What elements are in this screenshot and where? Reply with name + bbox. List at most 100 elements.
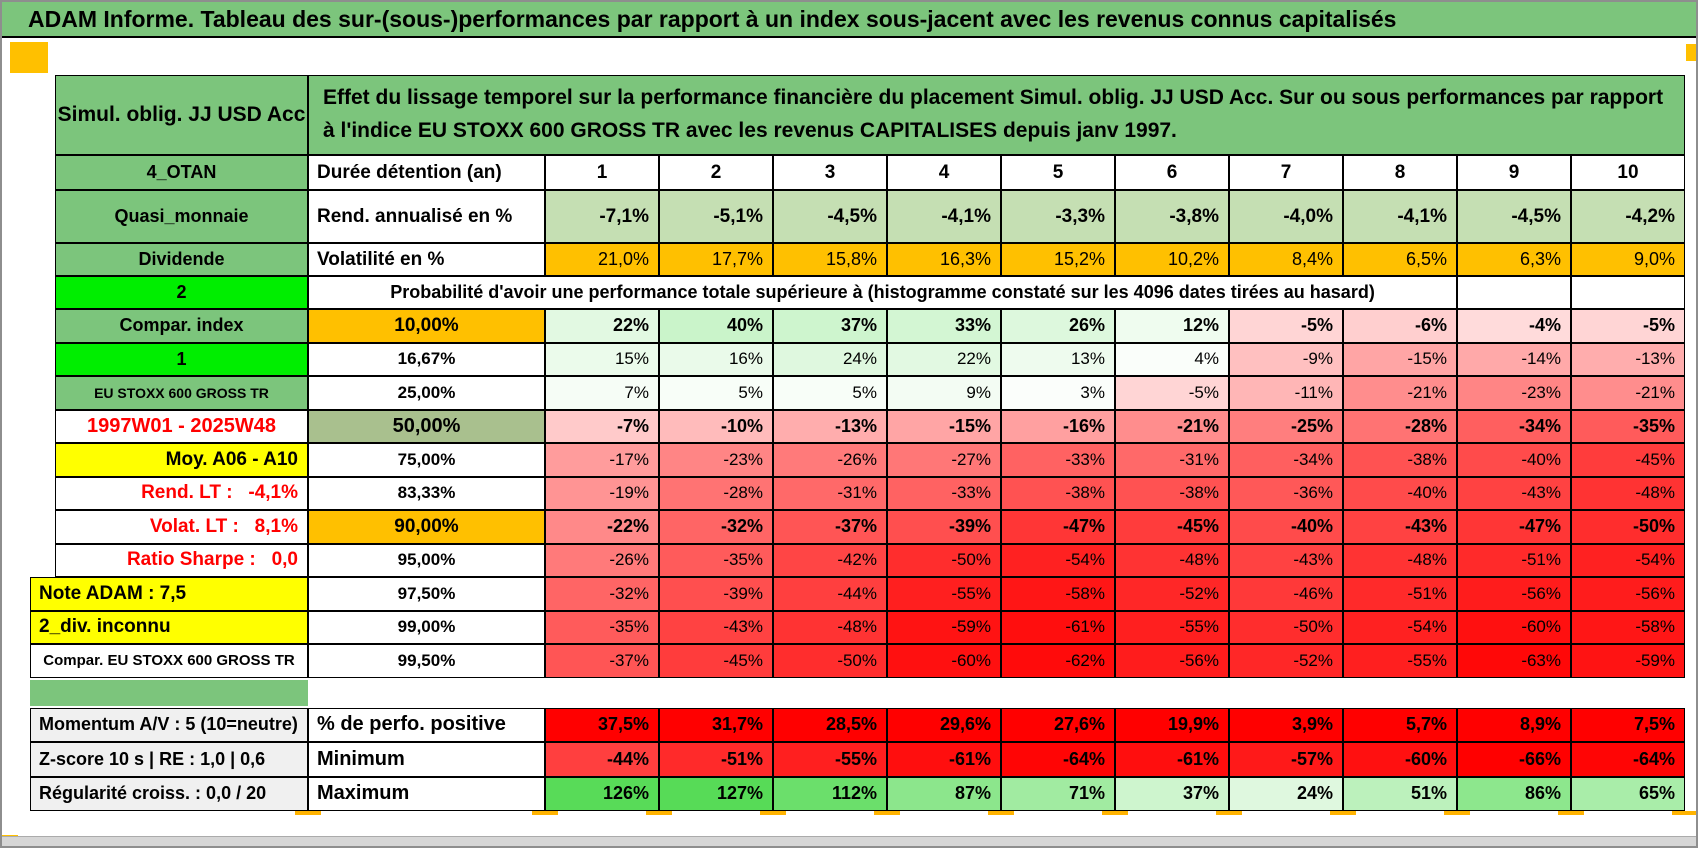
description-cell[interactable]: Effet du lissage temporel sur la perform…	[308, 75, 1685, 155]
matrix-row-label[interactable]: Compar. EU STOXX 600 GROSS TR	[30, 644, 308, 678]
summary-value-cell[interactable]: -44%	[545, 742, 659, 777]
matrix-value-cell[interactable]: -43%	[659, 610, 773, 644]
column-header[interactable]: 2	[659, 155, 773, 190]
summary-value-cell[interactable]: 29,6%	[887, 707, 1001, 742]
matrix-value-cell[interactable]: -54%	[1571, 543, 1685, 577]
summary-value-cell[interactable]: 126%	[545, 776, 659, 811]
matrix-value-cell[interactable]: -48%	[773, 610, 887, 644]
matrix-value-cell[interactable]: -38%	[1343, 443, 1457, 477]
matrix-value-cell[interactable]: -37%	[773, 510, 887, 544]
matrix-value-cell[interactable]: -58%	[1571, 610, 1685, 644]
matrix-value-cell[interactable]: 5%	[773, 376, 887, 410]
summary-row-label[interactable]: Régularité croiss. : 0,0 / 20	[30, 776, 308, 811]
summary-value-cell[interactable]: 5,7%	[1343, 707, 1457, 742]
annualized-value-cell[interactable]: -3,3%	[1001, 190, 1115, 243]
matrix-value-cell[interactable]: -27%	[887, 443, 1001, 477]
matrix-value-cell[interactable]: -32%	[545, 577, 659, 611]
matrix-value-cell[interactable]: -38%	[1115, 476, 1229, 510]
volatility-value-cell[interactable]: 6,3%	[1457, 243, 1571, 276]
annualized-value-cell[interactable]: -4,1%	[887, 190, 1001, 243]
duration-label-cell[interactable]: Durée détention (an)	[308, 155, 545, 190]
volatility-value-cell[interactable]: 8,4%	[1229, 243, 1343, 276]
matrix-value-cell[interactable]: -58%	[1001, 577, 1115, 611]
volatility-value-cell[interactable]: 15,2%	[1001, 243, 1115, 276]
matrix-value-cell[interactable]: -38%	[1001, 476, 1115, 510]
summary-value-cell[interactable]: -64%	[1571, 742, 1685, 777]
matrix-value-cell[interactable]: -54%	[1001, 543, 1115, 577]
matrix-value-cell[interactable]: -26%	[545, 543, 659, 577]
matrix-value-cell[interactable]: -54%	[1343, 610, 1457, 644]
matrix-value-cell[interactable]: -31%	[1115, 443, 1229, 477]
matrix-value-cell[interactable]: -43%	[1457, 476, 1571, 510]
matrix-value-cell[interactable]: -39%	[659, 577, 773, 611]
matrix-value-cell[interactable]: -13%	[1571, 342, 1685, 376]
matrix-row-label[interactable]: Moy. A06 - A10	[55, 443, 308, 477]
matrix-row-label[interactable]: EU STOXX 600 GROSS TR	[55, 376, 308, 410]
column-header[interactable]: 8	[1343, 155, 1457, 190]
summary-value-cell[interactable]: 3,9%	[1229, 707, 1343, 742]
column-header[interactable]: 10	[1571, 155, 1685, 190]
matrix-row-label[interactable]: Note ADAM : 7,5	[30, 577, 308, 611]
column-header[interactable]: 3	[773, 155, 887, 190]
matrix-value-cell[interactable]: -25%	[1229, 409, 1343, 443]
empty-cell[interactable]	[1571, 276, 1685, 309]
matrix-value-cell[interactable]: -34%	[1229, 443, 1343, 477]
matrix-value-cell[interactable]: -46%	[1229, 577, 1343, 611]
matrix-value-cell[interactable]: -52%	[1229, 644, 1343, 678]
matrix-value-cell[interactable]: -21%	[1571, 376, 1685, 410]
summary-value-cell[interactable]: 86%	[1457, 776, 1571, 811]
summary-value-cell[interactable]: 87%	[887, 776, 1001, 811]
matrix-value-cell[interactable]: 33%	[887, 309, 1001, 343]
matrix-value-cell[interactable]: -56%	[1115, 644, 1229, 678]
matrix-value-cell[interactable]: -7%	[545, 409, 659, 443]
probability-banner[interactable]: Probabilité d'avoir une performance tota…	[308, 276, 1457, 309]
column-header[interactable]: 6	[1115, 155, 1229, 190]
matrix-value-cell[interactable]: 24%	[773, 342, 887, 376]
summary-metric-label[interactable]: Minimum	[308, 742, 545, 777]
summary-value-cell[interactable]: -55%	[773, 742, 887, 777]
matrix-value-cell[interactable]: 13%	[1001, 342, 1115, 376]
annualized-value-cell[interactable]: -4,5%	[1457, 190, 1571, 243]
row-label-4otan[interactable]: 4_OTAN	[55, 155, 308, 190]
annualized-value-cell[interactable]: -4,1%	[1343, 190, 1457, 243]
matrix-value-cell[interactable]: 37%	[773, 309, 887, 343]
matrix-value-cell[interactable]: -47%	[1001, 510, 1115, 544]
summary-row-label[interactable]: Z-score 10 s | RE : 1,0 | 0,6	[30, 742, 308, 777]
volatility-label-cell[interactable]: Volatilité en %	[308, 243, 545, 276]
summary-value-cell[interactable]: 37,5%	[545, 707, 659, 742]
matrix-value-cell[interactable]: -28%	[659, 476, 773, 510]
matrix-row-label[interactable]: 2_div. inconnu	[30, 610, 308, 644]
matrix-value-cell[interactable]: -44%	[773, 577, 887, 611]
matrix-value-cell[interactable]: -32%	[659, 510, 773, 544]
product-name-cell[interactable]: Simul. oblig. JJ USD Acc	[55, 75, 308, 155]
matrix-value-cell[interactable]: -14%	[1457, 342, 1571, 376]
matrix-value-cell[interactable]: -45%	[659, 644, 773, 678]
annualized-value-cell[interactable]: -4,2%	[1571, 190, 1685, 243]
matrix-value-cell[interactable]: -50%	[1229, 610, 1343, 644]
matrix-value-cell[interactable]: -43%	[1343, 510, 1457, 544]
matrix-value-cell[interactable]: 40%	[659, 309, 773, 343]
summary-value-cell[interactable]: -51%	[659, 742, 773, 777]
matrix-value-cell[interactable]: -61%	[1001, 610, 1115, 644]
summary-metric-label[interactable]: % de perfo. positive	[308, 707, 545, 742]
threshold-cell[interactable]: 75,00%	[308, 443, 545, 477]
threshold-cell[interactable]: 50,00%	[308, 409, 545, 443]
summary-value-cell[interactable]: -64%	[1001, 742, 1115, 777]
matrix-value-cell[interactable]: -51%	[1343, 577, 1457, 611]
matrix-value-cell[interactable]: -50%	[887, 543, 1001, 577]
annualized-value-cell[interactable]: -4,5%	[773, 190, 887, 243]
matrix-value-cell[interactable]: -35%	[545, 610, 659, 644]
matrix-value-cell[interactable]: -63%	[1457, 644, 1571, 678]
matrix-value-cell[interactable]: -55%	[1115, 610, 1229, 644]
row-label-dividende[interactable]: Dividende	[55, 243, 308, 276]
matrix-value-cell[interactable]: 12%	[1115, 309, 1229, 343]
matrix-value-cell[interactable]: -55%	[887, 577, 1001, 611]
column-header[interactable]: 4	[887, 155, 1001, 190]
summary-value-cell[interactable]: 65%	[1571, 776, 1685, 811]
matrix-value-cell[interactable]: -48%	[1343, 543, 1457, 577]
matrix-value-cell[interactable]: -40%	[1229, 510, 1343, 544]
matrix-value-cell[interactable]: -51%	[1457, 543, 1571, 577]
threshold-cell[interactable]: 10,00%	[308, 309, 545, 343]
matrix-value-cell[interactable]: -52%	[1115, 577, 1229, 611]
summary-value-cell[interactable]: -60%	[1343, 742, 1457, 777]
